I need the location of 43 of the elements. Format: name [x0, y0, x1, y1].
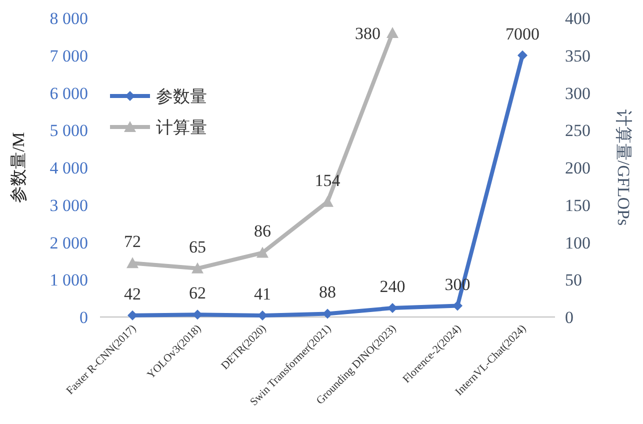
y-tick-label: 6 000	[50, 84, 88, 103]
data-label: 380	[355, 24, 380, 43]
y-tick-label: 0	[80, 308, 88, 327]
y-tick-label: 8 000	[50, 9, 88, 28]
y2-tick-label: 400	[565, 9, 590, 28]
point	[518, 50, 528, 60]
legend-label: 参数量	[156, 87, 207, 106]
point	[256, 246, 268, 258]
data-label: 154	[314, 170, 341, 190]
point	[388, 303, 398, 314]
point	[452, 300, 462, 311]
data-label: 88	[319, 282, 336, 302]
y-axis-title: 参数量/M	[9, 132, 28, 203]
point	[386, 26, 398, 38]
y-tick-label: 5 000	[50, 121, 88, 140]
y-tick-label: 1 000	[50, 270, 88, 290]
y2-tick-label: 350	[565, 46, 590, 66]
data-label: 65	[189, 237, 206, 256]
data-label: 7000	[506, 24, 540, 44]
point	[192, 310, 202, 320]
y-tick-label: 4 000	[50, 158, 88, 178]
y-tick-label: 7 000	[50, 46, 88, 66]
y2-axis-title: 计算量/GFLOPs	[614, 109, 633, 226]
data-label: 41	[254, 284, 271, 304]
y2-tick-label: 100	[565, 233, 590, 252]
data-label: 42	[124, 284, 141, 304]
data-label: 72	[124, 232, 141, 252]
data-label: 62	[189, 284, 206, 303]
legend-label: 计算量	[156, 118, 207, 137]
point	[126, 257, 138, 268]
point	[322, 308, 332, 319]
y2-tick-label: 150	[565, 196, 590, 215]
y2-tick-label: 200	[565, 158, 590, 178]
point	[192, 262, 204, 274]
point	[128, 310, 138, 320]
data-label: 86	[254, 222, 271, 241]
y2-tick-label: 0	[565, 308, 574, 327]
data-label: 240	[380, 277, 406, 296]
y-tick-label: 3 000	[50, 196, 88, 215]
y2-tick-label: 50	[565, 270, 582, 290]
y-tick-label: 2 000	[50, 233, 88, 252]
y2-tick-label: 250	[565, 121, 590, 140]
y2-tick-label: 300	[565, 84, 590, 103]
